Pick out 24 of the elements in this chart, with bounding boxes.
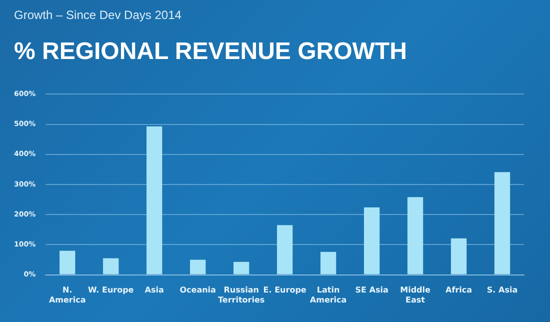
bar (190, 260, 206, 274)
x-tick-label: S. Asia (486, 286, 518, 295)
x-tick-label: Middle East (400, 286, 432, 304)
bar (364, 207, 380, 274)
x-tick-label: Oceania (180, 286, 216, 295)
x-tick-label: Latin America (310, 286, 347, 304)
bar (60, 250, 76, 274)
x-tick-label: SE Asia (355, 286, 388, 295)
bar (450, 238, 467, 274)
bar (103, 258, 119, 274)
x-tick-label: E. Europe (263, 286, 307, 295)
x-tick-label: N. America (48, 286, 86, 304)
bar (494, 172, 510, 274)
bar (320, 252, 336, 274)
bar (407, 197, 424, 274)
bar (146, 126, 162, 274)
x-tick-label: Russian Territories (218, 286, 265, 304)
bar (233, 262, 250, 274)
chart-subtitle: Growth – Since Dev Days 2014 (14, 8, 182, 22)
chart-title: % REGIONAL REVENUE GROWTH (14, 38, 407, 66)
bar (276, 225, 293, 274)
x-tick-label: Asia (144, 286, 164, 295)
x-tick-label: Africa (446, 286, 472, 295)
x-tick-label: W. Europe (88, 286, 134, 295)
